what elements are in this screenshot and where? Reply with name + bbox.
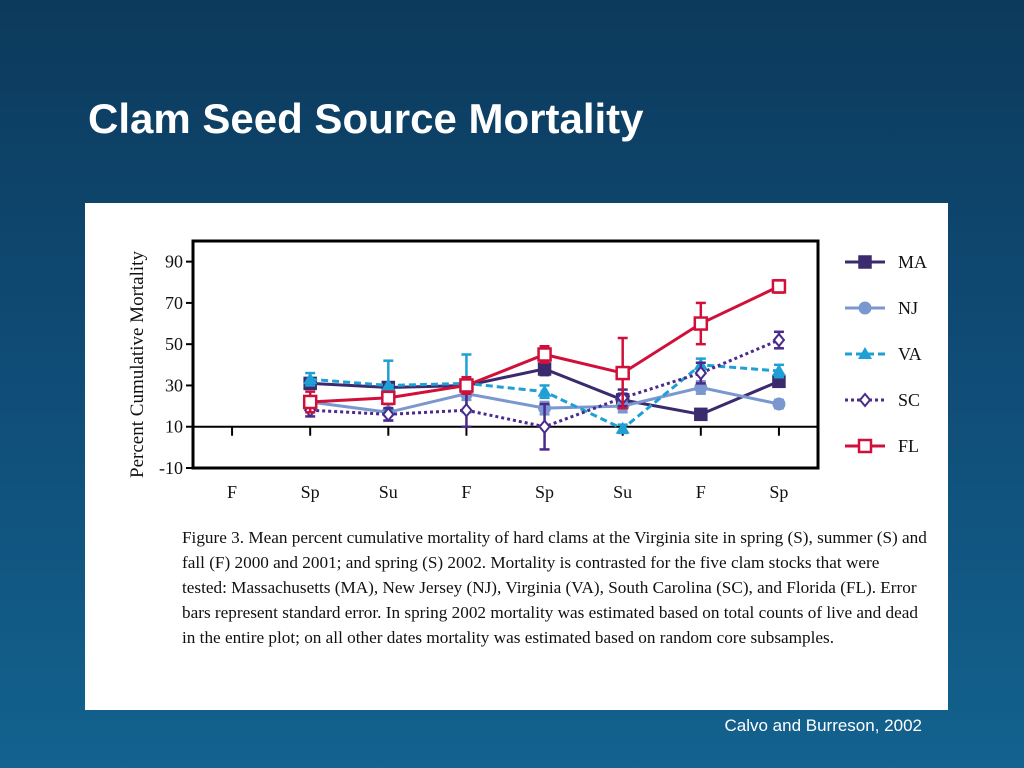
y-tick-label: 50 <box>165 334 183 354</box>
y-tick-label: 10 <box>165 417 183 437</box>
data-point <box>460 402 473 418</box>
legend-label: SC <box>898 390 920 410</box>
data-point <box>694 407 708 422</box>
legend-item-fl: FL <box>845 436 919 456</box>
data-point <box>858 392 872 408</box>
figure-caption: Figure 3. Mean percent cumulative mortal… <box>182 528 927 647</box>
data-point <box>537 347 552 362</box>
legend-label: VA <box>898 344 922 364</box>
y-tick-label: -10 <box>159 458 183 478</box>
plot-frame <box>191 239 820 470</box>
y-tick-label: 30 <box>165 375 183 395</box>
figure-panel: F Sp Su F Sp Su F Sp -10 10 30 50 70 90 Percent Cumula… <box>85 203 948 710</box>
x-tick-label: Sp <box>769 482 788 502</box>
x-tick-label: F <box>696 482 706 502</box>
series-fl <box>302 278 787 414</box>
x-tick-label: Sp <box>301 482 320 502</box>
data-point <box>382 406 395 422</box>
data-point <box>537 362 552 376</box>
data-point <box>615 421 630 434</box>
citation: Calvo and Burreson, 2002 <box>724 716 922 735</box>
legend-label: FL <box>898 436 919 456</box>
data-point <box>537 384 552 397</box>
data-point <box>459 378 474 393</box>
data-point <box>858 255 872 269</box>
legend-label: MA <box>898 252 927 272</box>
x-tick-label: Su <box>613 482 632 502</box>
data-point <box>772 397 786 411</box>
legend-item-nj: NJ <box>845 298 918 318</box>
data-point <box>538 419 551 435</box>
y-axis-label: Percent Cumulative Mortality <box>127 251 148 478</box>
data-point <box>381 390 396 406</box>
data-point <box>771 364 786 377</box>
legend-label: NJ <box>898 298 918 318</box>
data-point <box>694 365 708 381</box>
legend-item-sc: SC <box>845 390 920 410</box>
data-point <box>857 438 873 454</box>
data-point <box>615 365 630 381</box>
data-point <box>772 332 786 348</box>
data-point <box>381 378 396 391</box>
y-tick-label: 90 <box>165 252 183 272</box>
data-point <box>858 301 872 315</box>
data-point <box>858 347 872 359</box>
mortality-chart: F Sp Su F Sp Su F Sp -10 10 30 50 70 90 Percent Cumula… <box>127 239 927 502</box>
y-tick-label: 70 <box>165 293 183 313</box>
x-tick-label: F <box>227 482 237 502</box>
x-tick-label: F <box>461 482 471 502</box>
legend-item-ma: MA <box>845 252 927 272</box>
data-point <box>693 316 709 331</box>
x-tick-label: Sp <box>535 482 554 502</box>
data-point <box>302 394 318 410</box>
data-point <box>771 279 787 294</box>
x-tick-label: Su <box>379 482 398 502</box>
slide-title: Clam Seed Source Mortality <box>88 95 644 142</box>
legend-item-va: VA <box>845 344 922 364</box>
data-point <box>303 372 318 385</box>
